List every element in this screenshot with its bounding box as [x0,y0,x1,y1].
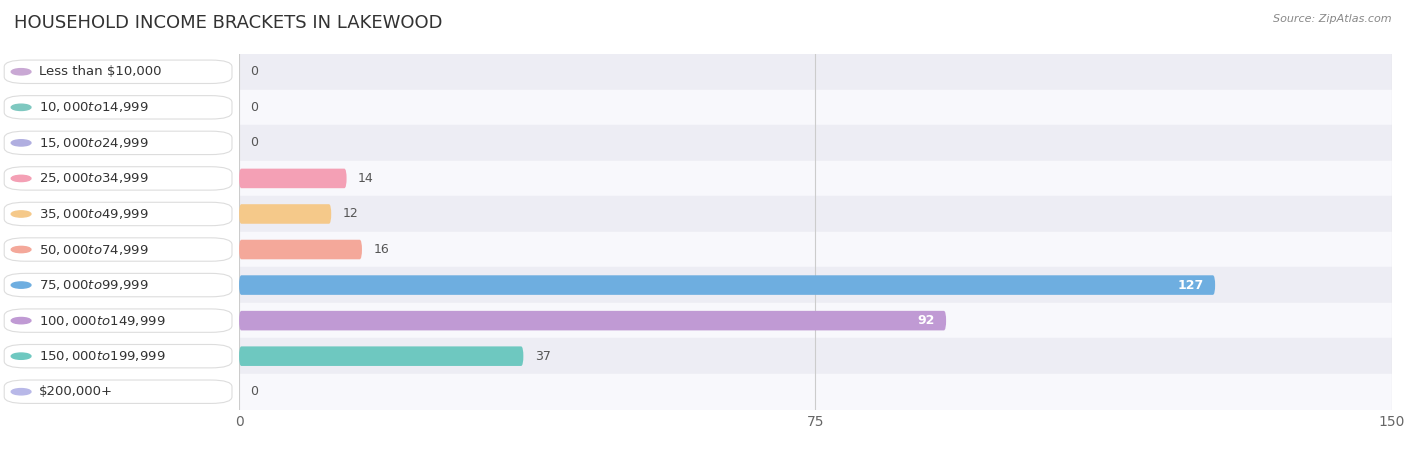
Text: 0: 0 [250,101,259,114]
Text: 92: 92 [917,314,935,327]
Bar [239,161,1392,196]
Bar [239,196,1392,232]
Text: $15,000 to $24,999: $15,000 to $24,999 [39,136,149,150]
Text: HOUSEHOLD INCOME BRACKETS IN LAKEWOOD: HOUSEHOLD INCOME BRACKETS IN LAKEWOOD [14,14,443,32]
Text: 0: 0 [250,385,259,398]
FancyBboxPatch shape [239,346,523,366]
Text: 12: 12 [343,207,359,220]
Text: $35,000 to $49,999: $35,000 to $49,999 [39,207,149,221]
FancyBboxPatch shape [239,275,1215,295]
Text: 0: 0 [250,136,259,149]
Text: Less than $10,000: Less than $10,000 [39,65,162,78]
Text: $200,000+: $200,000+ [39,385,114,398]
FancyBboxPatch shape [239,169,347,188]
Text: 14: 14 [359,172,374,185]
Bar [239,374,1392,410]
Text: $25,000 to $34,999: $25,000 to $34,999 [39,171,149,185]
Bar [239,303,1392,338]
FancyBboxPatch shape [239,311,946,330]
Text: $150,000 to $199,999: $150,000 to $199,999 [39,349,166,363]
Text: 127: 127 [1177,279,1204,292]
Text: $100,000 to $149,999: $100,000 to $149,999 [39,314,166,328]
Text: $75,000 to $99,999: $75,000 to $99,999 [39,278,149,292]
FancyBboxPatch shape [239,240,361,259]
Bar [239,232,1392,267]
Bar [239,90,1392,125]
Text: $50,000 to $74,999: $50,000 to $74,999 [39,243,149,256]
FancyBboxPatch shape [239,204,332,224]
Bar [239,338,1392,374]
Text: 37: 37 [534,350,551,363]
Bar [239,54,1392,90]
Bar [239,125,1392,161]
Bar [239,267,1392,303]
Text: $10,000 to $14,999: $10,000 to $14,999 [39,100,149,114]
Text: 16: 16 [374,243,389,256]
Text: 0: 0 [250,65,259,78]
Text: Source: ZipAtlas.com: Source: ZipAtlas.com [1274,14,1392,23]
